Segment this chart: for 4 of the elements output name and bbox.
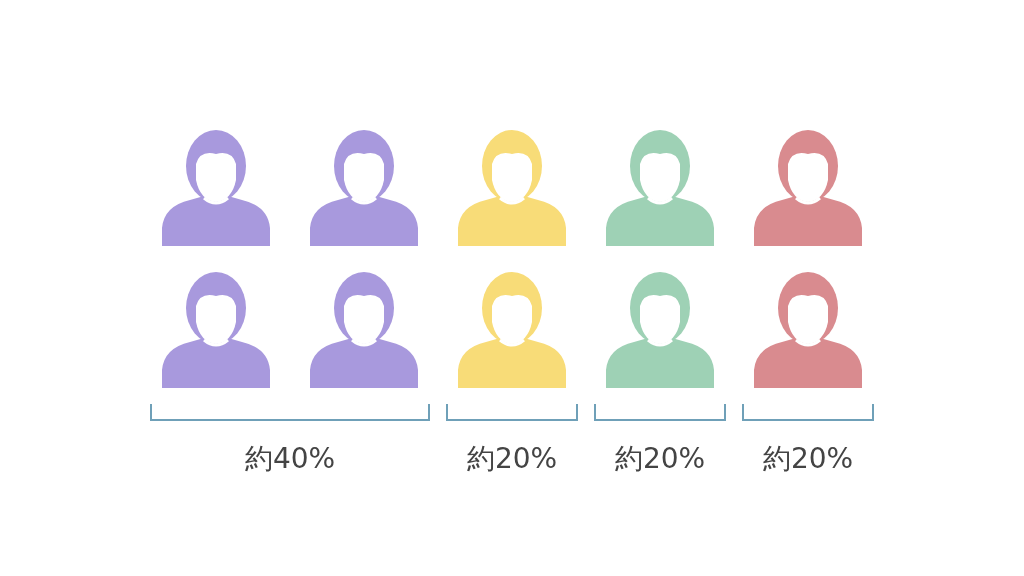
data-label: 約20% — [466, 442, 558, 475]
data-label: 約40% — [244, 442, 336, 475]
data-label: 約20% — [762, 442, 854, 475]
data-label: 約20% — [614, 442, 706, 475]
